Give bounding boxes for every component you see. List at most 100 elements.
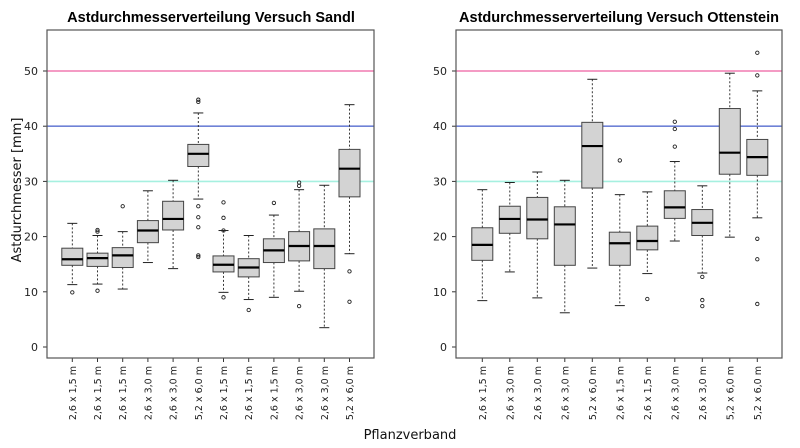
- outlier-point: [296, 304, 302, 309]
- y-tick-label: 0: [31, 341, 38, 354]
- box-iqr: [61, 247, 84, 266]
- y-tick-label: 40: [24, 120, 38, 133]
- outlier-point: [755, 50, 760, 55]
- box-9: 2,6 x 1,5 m: [262, 200, 285, 420]
- x-tick-label: 2,6 x 1,5 m: [93, 366, 104, 420]
- outlier-point: [672, 126, 677, 132]
- panel-0: 0 10 20 30 40 50 2,6 x 1,5 m 2,6 x 1,5 m 2,6 x 1…: [24, 29, 375, 420]
- outlier-point: [196, 97, 201, 102]
- outlier-point: [95, 229, 100, 234]
- x-tick-label: 2,6 x 3,0 m: [533, 366, 544, 420]
- outlier-point: [221, 295, 226, 300]
- outlier-point: [95, 288, 100, 293]
- x-tick-label: 2,6 x 1,5 m: [219, 366, 230, 420]
- outlier-point: [221, 200, 226, 205]
- box-8: 2,6 x 3,0 m: [663, 119, 686, 420]
- x-tick-label: 2,6 x 3,0 m: [560, 366, 571, 420]
- x-tick-label: 2,6 x 3,0 m: [295, 366, 306, 420]
- chart-title-ottenstein: Astdurchmesserverteilung Versuch Ottenst…: [459, 10, 779, 26]
- x-tick-label: 5,2 x 6,0 m: [345, 366, 356, 420]
- outlier-point: [700, 274, 705, 280]
- x-axis-label: Pflanzverband: [364, 428, 457, 443]
- outlier-point: [700, 297, 705, 303]
- box-6: 5,2 x 6,0 m: [187, 97, 210, 420]
- outlier-point: [700, 304, 705, 309]
- outlier-point: [755, 73, 760, 78]
- outlier-point: [196, 215, 201, 220]
- box-10: 5,2 x 6,0 m: [718, 72, 741, 420]
- outlier-point: [120, 204, 125, 209]
- box-11: 2,6 x 3,0 m: [313, 184, 336, 420]
- box-1: 2,6 x 1,5 m: [61, 222, 84, 420]
- y-tick-label: 30: [24, 175, 38, 188]
- outlier-point: [221, 228, 226, 233]
- box-iqr: [86, 252, 109, 267]
- outlier-point: [347, 299, 352, 304]
- box-iqr: [187, 143, 210, 167]
- box-iqr: [608, 231, 631, 266]
- outlier-point: [196, 253, 201, 258]
- box-6: 2,6 x 1,5 m: [608, 158, 631, 420]
- outlier-point: [196, 254, 201, 260]
- box-iqr: [718, 108, 741, 175]
- box-iqr: [526, 196, 549, 240]
- y-axis-label: Astdurchmesser [mm]: [10, 118, 25, 263]
- box-iqr: [663, 190, 686, 219]
- x-tick-label: 2,6 x 1,5 m: [68, 366, 79, 420]
- y-tick-label: 40: [433, 120, 447, 133]
- box-iqr: [581, 121, 604, 189]
- panel-1: 0 10 20 30 40 50 2,6 x 1,5 m 2,6 x 3,0 m 2,6 x 3…: [433, 29, 783, 420]
- box-7: 2,6 x 1,5 m: [636, 191, 659, 420]
- box-12: 5,2 x 6,0 m: [338, 104, 361, 420]
- x-tick-label: 5,2 x 6,0 m: [725, 366, 736, 420]
- box-iqr: [111, 247, 134, 269]
- y-tick-label: 20: [24, 231, 38, 244]
- outlier-point: [755, 257, 760, 262]
- x-tick-label: 2,6 x 3,0 m: [169, 366, 180, 420]
- box-2: 2,6 x 3,0 m: [498, 182, 521, 420]
- box-iqr: [636, 225, 659, 251]
- x-tick-label: 2,6 x 3,0 m: [698, 366, 709, 420]
- plot-frame: [455, 29, 783, 359]
- outlier-point: [347, 269, 352, 274]
- x-tick-label: 2,6 x 3,0 m: [143, 366, 154, 420]
- outlier-point: [221, 215, 226, 220]
- box-10: 2,6 x 3,0 m: [288, 180, 311, 420]
- y-tick-label: 30: [433, 175, 447, 188]
- box-iqr: [338, 148, 361, 198]
- outlier-point: [672, 144, 677, 149]
- box-iqr: [162, 200, 185, 231]
- box-iqr: [136, 220, 159, 244]
- outlier-point: [296, 183, 302, 188]
- y-tick-label: 10: [24, 286, 38, 299]
- box-9: 2,6 x 3,0 m: [691, 185, 714, 420]
- box-5: 5,2 x 6,0 m: [581, 78, 604, 420]
- box-7: 2,6 x 1,5 m: [212, 200, 235, 420]
- y-tick-label: 50: [24, 65, 38, 78]
- x-tick-label: 2,6 x 1,5 m: [118, 366, 129, 420]
- x-tick-label: 2,6 x 1,5 m: [643, 366, 654, 420]
- x-tick-label: 2,6 x 3,0 m: [320, 366, 331, 420]
- x-tick-label: 2,6 x 1,5 m: [615, 366, 626, 420]
- outlier-point: [95, 227, 100, 233]
- chart-title-sandl: Astdurchmesser­verteilung Versuch Sandl: [67, 10, 355, 26]
- box-8: 2,6 x 1,5 m: [237, 234, 260, 420]
- x-tick-label: 5,2 x 6,0 m: [588, 366, 599, 420]
- x-tick-label: 5,2 x 6,0 m: [753, 366, 764, 420]
- box-4: 2,6 x 3,0 m: [136, 190, 159, 420]
- box-4: 2,6 x 3,0 m: [553, 179, 576, 420]
- y-tick-label: 50: [433, 65, 447, 78]
- box-3: 2,6 x 1,5 m: [111, 204, 134, 420]
- outlier-point: [196, 204, 201, 209]
- x-tick-label: 2,6 x 1,5 m: [244, 366, 255, 420]
- outlier-point: [196, 225, 201, 230]
- plot-frame: [46, 29, 375, 359]
- outlier-point: [755, 301, 760, 307]
- x-tick-label: 5,2 x 6,0 m: [194, 366, 205, 420]
- x-tick-label: 2,6 x 3,0 m: [670, 366, 681, 420]
- box-3: 2,6 x 3,0 m: [526, 171, 549, 420]
- outlier-point: [246, 307, 251, 313]
- box-iqr: [553, 206, 576, 266]
- box-iqr: [313, 228, 336, 270]
